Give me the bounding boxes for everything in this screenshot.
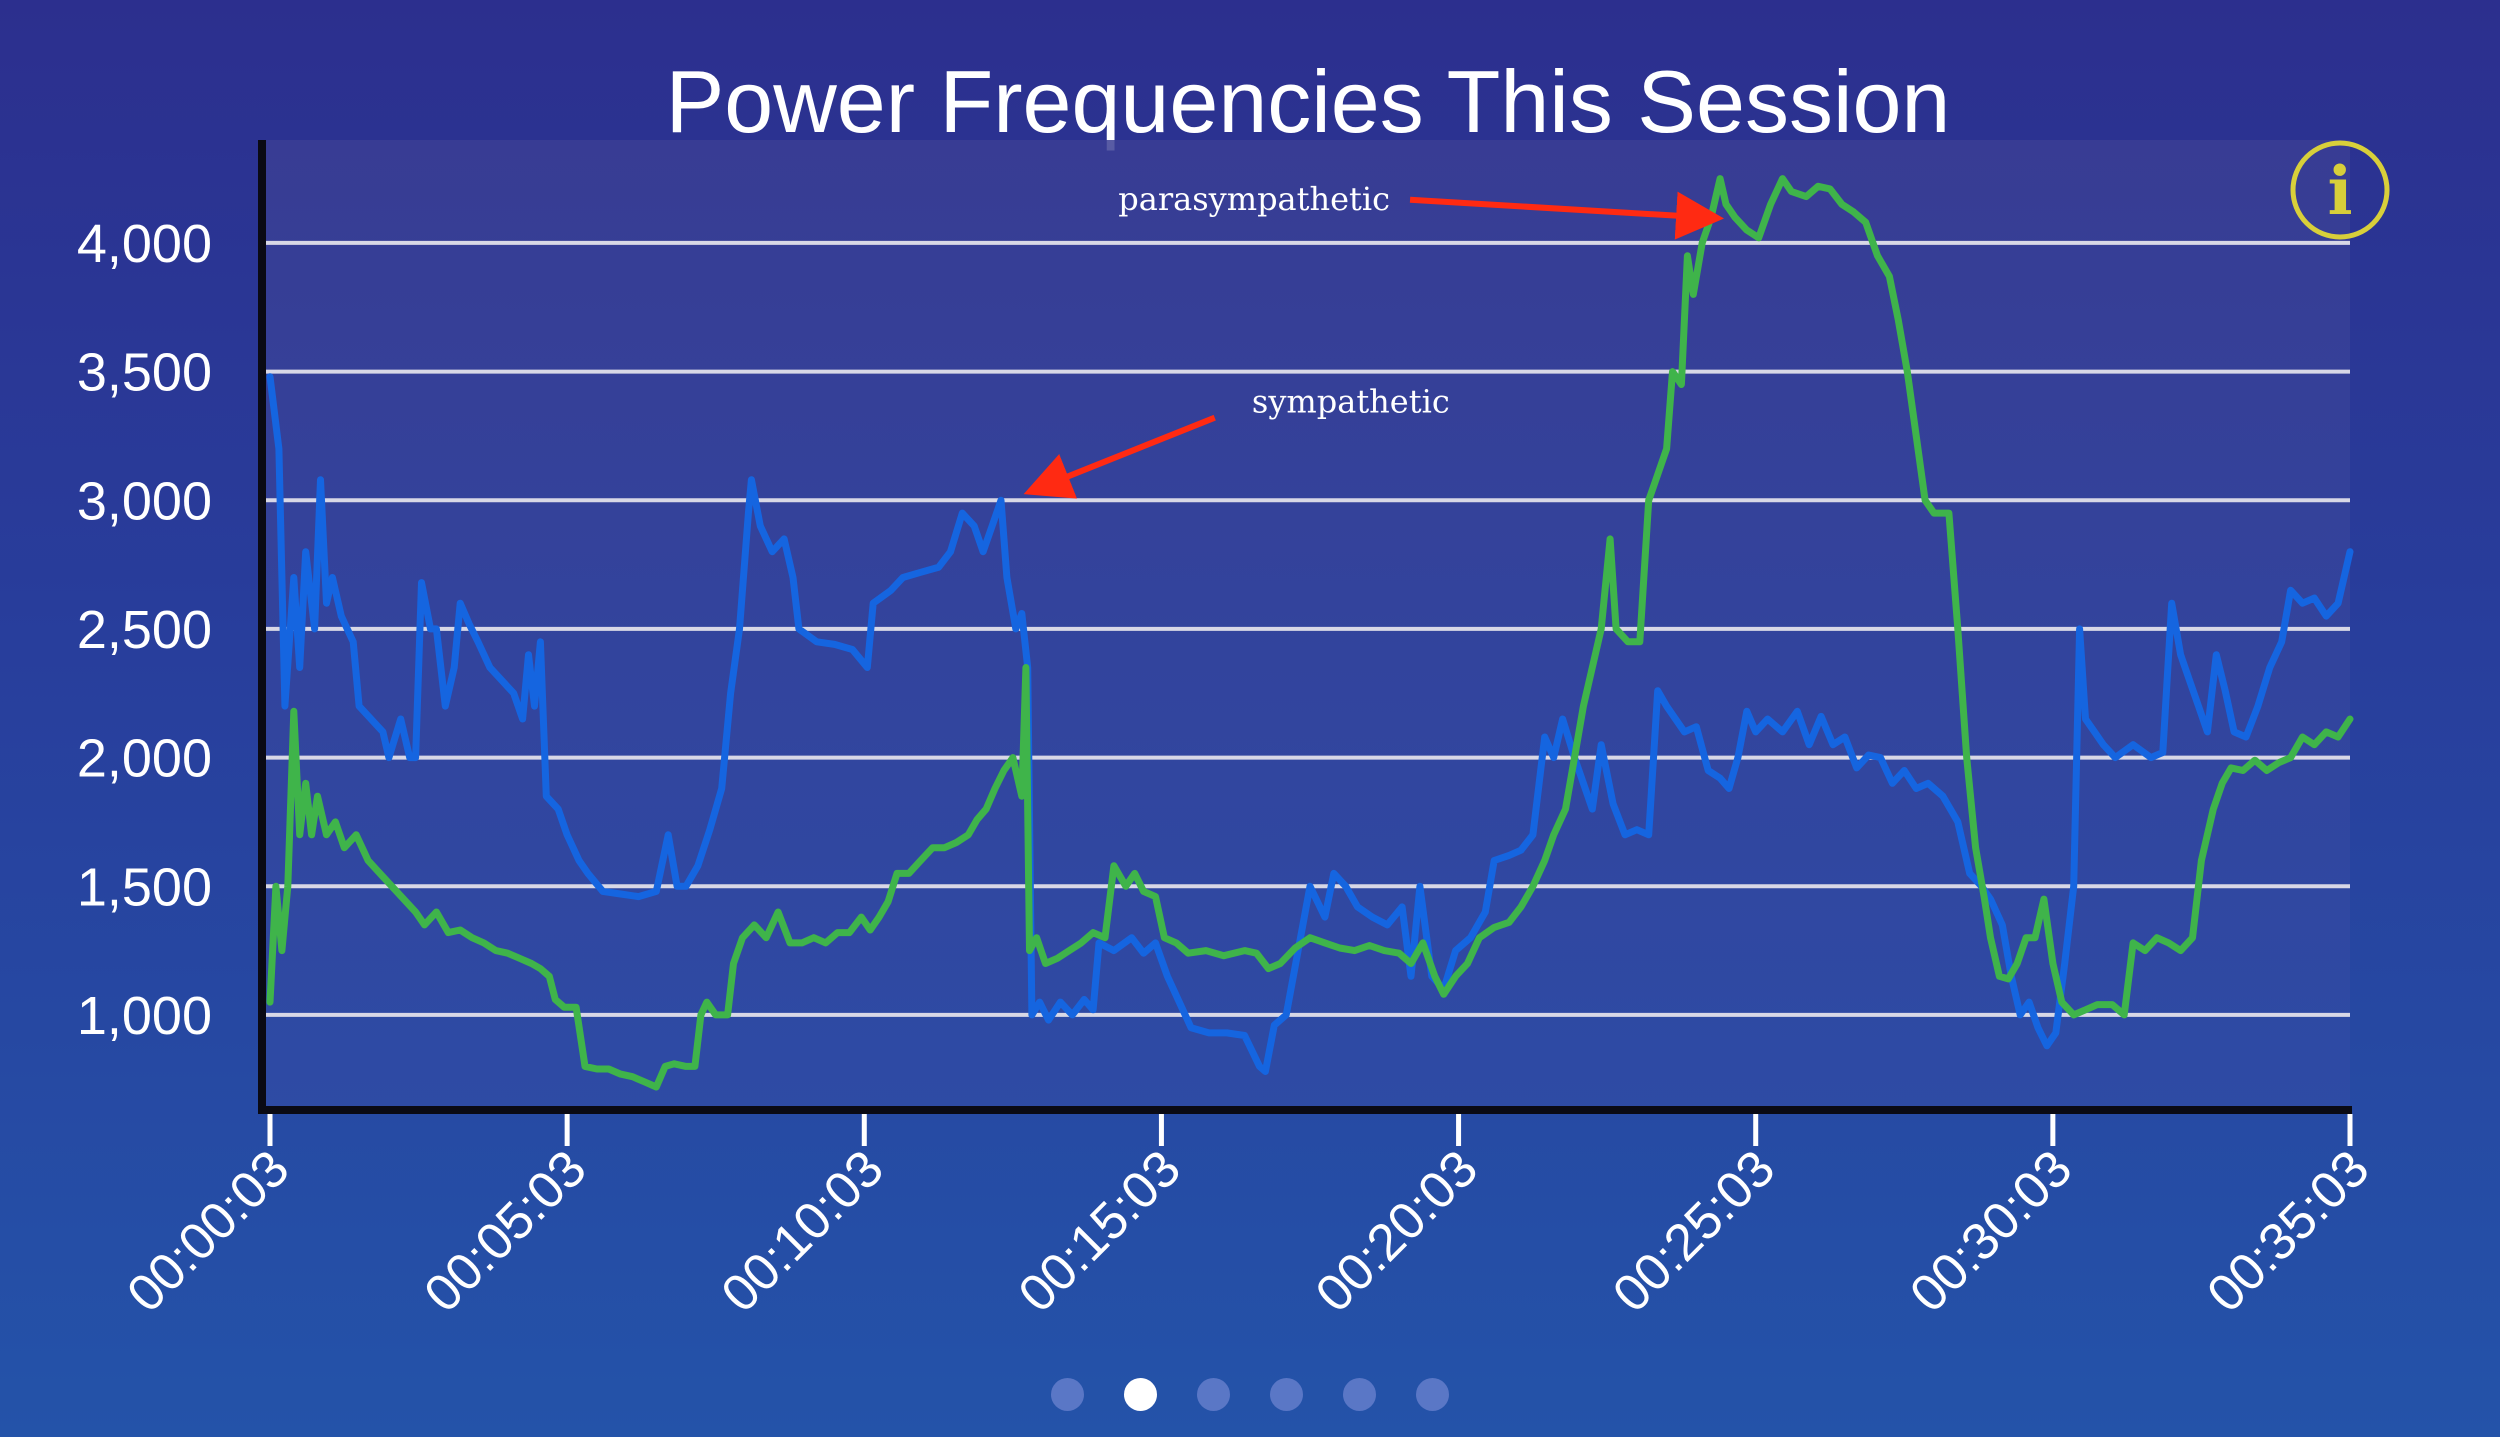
info-button[interactable]: i xyxy=(2290,140,2390,240)
x-tick-label: 00:00:03 xyxy=(116,1139,300,1323)
page-dot[interactable] xyxy=(1197,1378,1230,1411)
x-tick-label: 00:05:03 xyxy=(413,1139,597,1323)
chart-title: Power Frequencies This Session xyxy=(666,52,1951,151)
y-tick-label: 2,500 xyxy=(77,600,212,660)
x-axis-ticks: 00:00:03 00:05:03 00:10:03 00:15:03 00:20:03… xyxy=(116,1114,2380,1324)
y-tick-label: 4,000 xyxy=(77,214,212,274)
plot-area xyxy=(262,140,2350,1108)
page-dot[interactable] xyxy=(1343,1378,1376,1411)
info-icon-label: i xyxy=(2327,152,2352,230)
y-tick-label: 2,000 xyxy=(77,729,212,789)
sympathetic-label: sympathetic xyxy=(1252,383,1450,421)
page-dot[interactable] xyxy=(1416,1378,1449,1411)
y-axis-ticks: 1,000 1,500 2,000 2,500 3,000 3,500 4,000 xyxy=(77,214,212,1046)
x-tick-label: 00:10:03 xyxy=(711,1139,895,1323)
x-tick-label: 00:35:03 xyxy=(2196,1139,2380,1323)
series-line-sympathetic xyxy=(266,373,2354,1075)
x-tick-label: 00:25:03 xyxy=(1602,1139,1786,1323)
series-lines xyxy=(266,175,2354,1091)
page-indicator[interactable] xyxy=(0,1378,2500,1411)
y-tick-label: 3,000 xyxy=(77,471,212,531)
page-dot[interactable] xyxy=(1270,1378,1303,1411)
info-icon[interactable] xyxy=(2290,140,2390,240)
annotations: sympathetic parasympathetic xyxy=(1023,180,1725,499)
page-dot[interactable] xyxy=(1124,1378,1157,1411)
x-tick-label: 00:20:03 xyxy=(1305,1139,1489,1323)
parasympathetic-arrow xyxy=(1409,191,1725,240)
page-dot[interactable] xyxy=(1051,1378,1084,1411)
y-tick-label: 3,500 xyxy=(77,343,212,403)
x-tick-label: 00:30:03 xyxy=(1899,1139,2083,1323)
series-line-parasympathetic xyxy=(266,175,2354,1091)
parasympathetic-label: parasympathetic xyxy=(1118,180,1390,218)
x-tick-label: 00:15:03 xyxy=(1008,1139,1192,1323)
y-tick-label: 1,000 xyxy=(77,986,212,1046)
grid-lines xyxy=(262,240,2350,1017)
y-tick-label: 1,500 xyxy=(77,857,212,917)
sympathetic-arrow xyxy=(1023,414,1216,499)
